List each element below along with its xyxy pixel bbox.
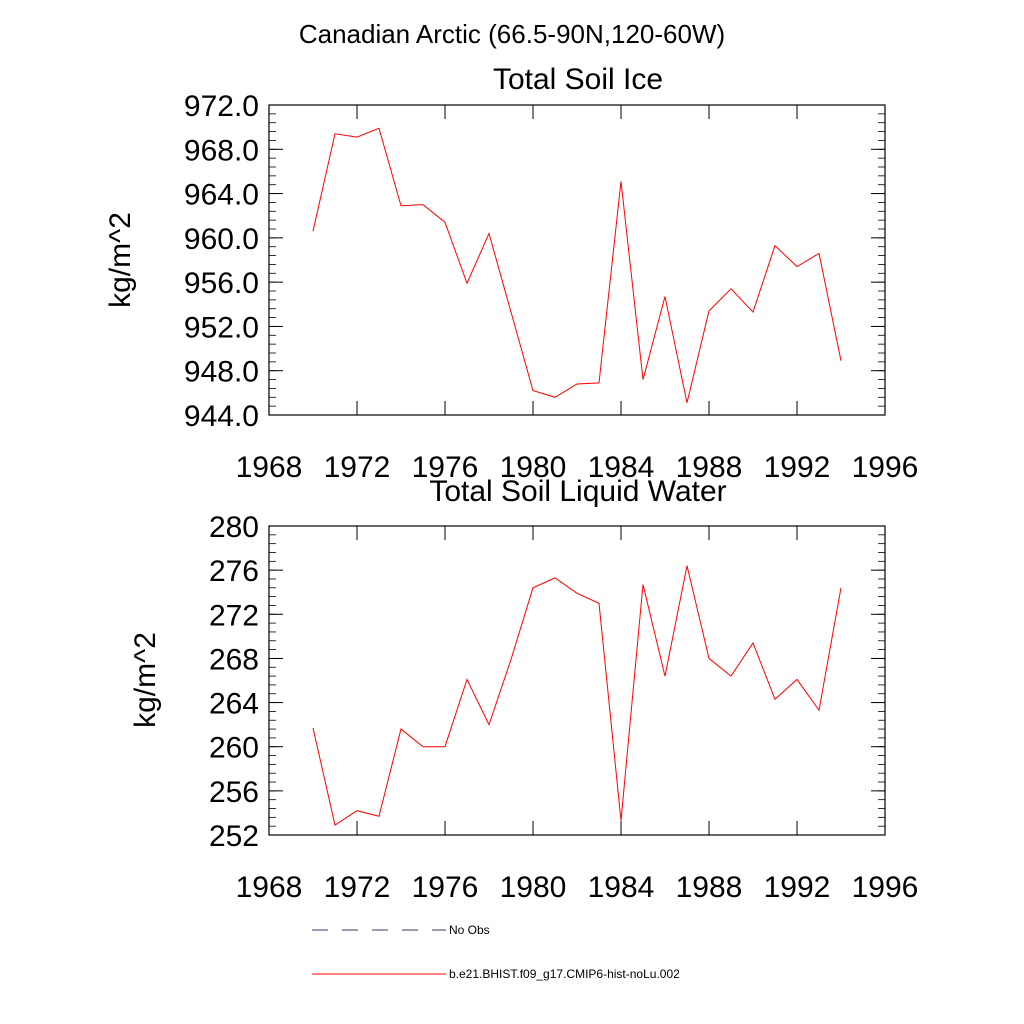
y-tick-label: 252 <box>209 820 259 853</box>
y-tick-label: 280 <box>209 511 259 544</box>
x-tick-label: 1968 <box>236 871 303 904</box>
figure-suptitle: Canadian Arctic (66.5-90N,120-60W) <box>299 19 725 49</box>
panel-soil-liquid-water-title: Total Soil Liquid Water <box>429 475 726 508</box>
x-tick-label: 1996 <box>852 451 919 484</box>
legend: No Obs b.e21.BHIST.f09_g17.CMIP6-hist-no… <box>312 923 680 981</box>
x-tick-label: 1976 <box>412 871 479 904</box>
series-line-model <box>312 565 842 826</box>
panel-soil-liquid-water-series <box>312 565 842 826</box>
panel-soil-liquid-water-y-tick-labels: 252 256 260 264 268 272 276 280 <box>209 511 259 853</box>
y-tick-label: 944.0 <box>184 400 259 433</box>
x-tick-label: 1984 <box>588 871 655 904</box>
x-tick-label: 1984 <box>588 451 655 484</box>
panel-soil-liquid-water-x-tick-labels: 1968 1972 1976 1980 1984 1988 1992 1996 <box>236 871 919 904</box>
y-tick-label: 968.0 <box>184 134 259 167</box>
x-tick-label: 1992 <box>764 451 831 484</box>
y-tick-label: 972.0 <box>184 90 259 123</box>
panel-soil-liquid-water-frame <box>268 525 886 836</box>
x-tick-label: 1972 <box>324 871 391 904</box>
legend-label-no-obs: No Obs <box>449 923 490 937</box>
y-tick-label: 952.0 <box>184 311 259 344</box>
y-tick-label: 960.0 <box>184 223 259 256</box>
y-tick-label: 272 <box>209 599 259 632</box>
x-tick-label: 1972 <box>324 451 391 484</box>
y-tick-label: 256 <box>209 776 259 809</box>
panel-soil-liquid-water: Total Soil Liquid Water kg/m^2 1968 1972 1… <box>129 475 918 904</box>
legend-item-no-obs: No Obs <box>312 923 490 937</box>
panel-soil-ice-ylabel: kg/m^2 <box>104 212 137 308</box>
y-tick-label: 956.0 <box>184 267 259 300</box>
y-tick-label: 948.0 <box>184 356 259 389</box>
y-tick-label: 964.0 <box>184 179 259 212</box>
x-tick-label: 1976 <box>412 451 479 484</box>
x-tick-label: 1996 <box>852 871 919 904</box>
panel-soil-ice-frame <box>268 104 886 416</box>
y-tick-label: 276 <box>209 555 259 588</box>
x-tick-label: 1980 <box>500 871 567 904</box>
panel-soil-ice: Total Soil Ice kg/m^2 1968 1972 1976 1980 19… <box>104 63 918 484</box>
y-tick-label: 264 <box>209 688 259 721</box>
panel-soil-ice-title: Total Soil Ice <box>493 63 663 96</box>
legend-label-model: b.e21.BHIST.f09_g17.CMIP6-hist-noLu.002 <box>449 967 680 981</box>
x-tick-label: 1968 <box>236 451 303 484</box>
panel-soil-liquid-water-ticks <box>268 525 886 836</box>
x-tick-label: 1980 <box>500 451 567 484</box>
panel-soil-liquid-water-ylabel: kg/m^2 <box>129 632 162 728</box>
panel-soil-ice-x-tick-labels: 1968 1972 1976 1980 1984 1988 1992 1996 <box>236 451 919 484</box>
x-tick-label: 1988 <box>676 451 743 484</box>
panel-soil-ice-ticks <box>268 104 886 416</box>
y-tick-label: 268 <box>209 643 259 676</box>
y-tick-label: 260 <box>209 732 259 765</box>
series-line-model <box>312 127 842 403</box>
panel-soil-ice-y-tick-labels: 944.0 948.0 952.0 956.0 960.0 964.0 968.0 972.0 <box>184 90 259 433</box>
x-tick-label: 1992 <box>764 871 831 904</box>
legend-item-model: b.e21.BHIST.f09_g17.CMIP6-hist-noLu.002 <box>312 967 680 981</box>
x-tick-label: 1988 <box>676 871 743 904</box>
panel-soil-ice-series <box>312 127 842 403</box>
